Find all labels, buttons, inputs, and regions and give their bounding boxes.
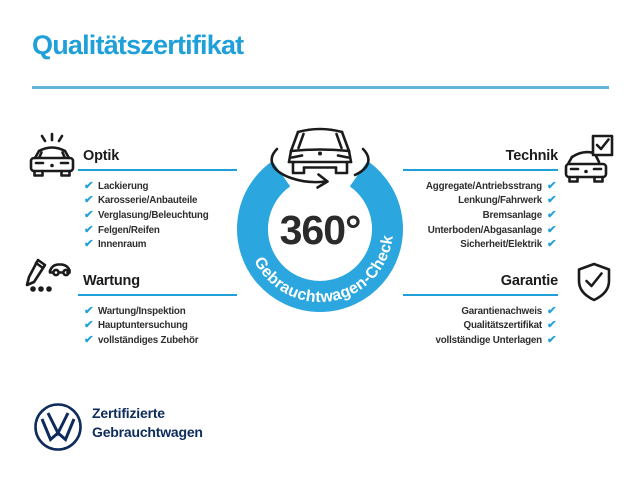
checklist-item: ✔ Wartung/Inspektion — [83, 304, 237, 319]
section-technik: Technik Aggregate/Antriebsstrang ✔ Lenkun… — [403, 146, 558, 252]
check-icon: ✔ — [546, 223, 557, 236]
checklist-item-label: Wartung/Inspektion — [98, 305, 186, 317]
car-shine-icon — [29, 132, 75, 177]
checklist-item: ✔ Verglasung/Beleuchtung — [83, 208, 237, 223]
checklist-item-label: Unterboden/Abgasanlage — [427, 224, 542, 236]
checklist-item-label: vollständige Unterlagen — [435, 334, 543, 346]
section-optik-heading: Optik — [83, 148, 120, 164]
pencil-car-checklist-icon — [25, 258, 71, 292]
checklist-item: Sicherheit/Elektrik ✔ — [403, 237, 558, 252]
check-icon: ✔ — [546, 319, 557, 332]
check-icon: ✔ — [546, 179, 557, 192]
garantie-checklist: Garantienachweis ✔ Qualitätszertifikat ✔ v… — [403, 304, 558, 348]
optik-checklist: ✔ Lackierung ✔ Karosserie/Anbauteile ✔ Verg… — [78, 179, 237, 252]
check-icon: ✔ — [83, 208, 94, 221]
checklist-item: Garantienachweis ✔ — [403, 304, 558, 319]
checklist-item-label: Sicherheit/Elektrik — [460, 239, 542, 251]
shield-check-icon — [577, 262, 611, 302]
checklist-item-label: Qualitätszertifikat — [463, 320, 543, 332]
footer-label-line1: Zertifizierte — [92, 405, 165, 421]
section-technik-heading: Technik — [505, 148, 559, 164]
check-icon: ✔ — [83, 194, 94, 207]
section-wartung-heading: Wartung — [83, 273, 140, 289]
header-divider — [32, 86, 609, 89]
check-icon: ✔ — [83, 333, 94, 346]
section-optik: Optik ✔ Lackierung ✔ Karosserie/Anbauteile… — [78, 146, 237, 252]
badge-ring — [237, 161, 403, 312]
checklist-item: ✔ vollständiges Zubehör — [83, 333, 237, 348]
checklist-item-label: Felgen/Reifen — [98, 224, 160, 236]
checklist-item-label: Lenkung/Fahrwerk — [458, 195, 542, 207]
section-garantie-heading: Garantie — [500, 273, 558, 289]
section-wartung-rule — [78, 294, 237, 296]
car-rotation-icon — [270, 127, 370, 189]
checklist-item-label: Garantienachweis — [461, 305, 542, 317]
section-wartung: Wartung ✔ Wartung/Inspektion ✔ Hauptunters… — [78, 271, 237, 348]
section-garantie: Garantie Garantienachweis ✔ Qualitätszert… — [403, 271, 558, 348]
footer-label-line2: Gebrauchtwagen — [92, 424, 203, 440]
check-icon: ✔ — [83, 223, 94, 236]
check-icon: ✔ — [83, 179, 94, 192]
check-icon: ✔ — [83, 304, 94, 317]
wartung-checklist: ✔ Wartung/Inspektion ✔ Hauptuntersuchung ✔… — [78, 304, 237, 348]
checklist-item: Lenkung/Fahrwerk ✔ — [403, 194, 558, 209]
check-icon: ✔ — [546, 208, 557, 221]
checklist-item-label: Aggregate/Antriebsstrang — [425, 180, 542, 192]
technik-checklist: Aggregate/Antriebsstrang ✔ Lenkung/Fahrwe… — [403, 179, 558, 252]
check-icon: ✔ — [83, 238, 94, 251]
checklist-item: ✔ Lackierung — [83, 179, 237, 194]
vw-logo — [34, 403, 82, 451]
check-icon: ✔ — [546, 333, 557, 346]
check-icon: ✔ — [546, 194, 557, 207]
checklist-item: ✔ Innenraum — [83, 237, 237, 252]
section-optik-rule — [78, 169, 237, 171]
checklist-item-label: Karosserie/Anbauteile — [98, 195, 198, 207]
checklist-item-label: Verglasung/Beleuchtung — [98, 209, 209, 221]
section-technik-rule — [403, 169, 558, 171]
car-checkbox-icon — [564, 134, 614, 183]
checklist-item: Qualitätszertifikat ✔ — [403, 319, 558, 334]
check-icon: ✔ — [83, 319, 94, 332]
checklist-item-label: Bremsanlage — [482, 209, 543, 221]
checklist-item: ✔ Hauptuntersuchung — [83, 319, 237, 334]
checklist-item: vollständige Unterlagen ✔ — [403, 333, 558, 348]
checklist-item: Bremsanlage ✔ — [403, 208, 558, 223]
checklist-item-label: Lackierung — [98, 180, 149, 192]
360-check-badge: Gebrauchtwagen-Check 360° — [237, 127, 403, 312]
checklist-item-label: vollständiges Zubehör — [98, 334, 199, 346]
check-icon: ✔ — [546, 238, 557, 251]
footer-label: Zertifizierte Gebrauchtwagen — [92, 404, 203, 442]
checklist-item: ✔ Felgen/Reifen — [83, 223, 237, 238]
checklist-item-label: Innenraum — [98, 239, 147, 251]
checklist-item: Aggregate/Antriebsstrang ✔ — [403, 179, 558, 194]
badge-degrees: 360° — [280, 207, 361, 253]
checklist-item: ✔ Karosserie/Anbauteile — [83, 194, 237, 209]
check-icon: ✔ — [546, 304, 557, 317]
page-title: Qualitätszertifikat — [32, 30, 244, 60]
section-garantie-rule — [403, 294, 558, 296]
checklist-item: Unterboden/Abgasanlage ✔ — [403, 223, 558, 238]
checklist-item-label: Hauptuntersuchung — [98, 320, 188, 332]
